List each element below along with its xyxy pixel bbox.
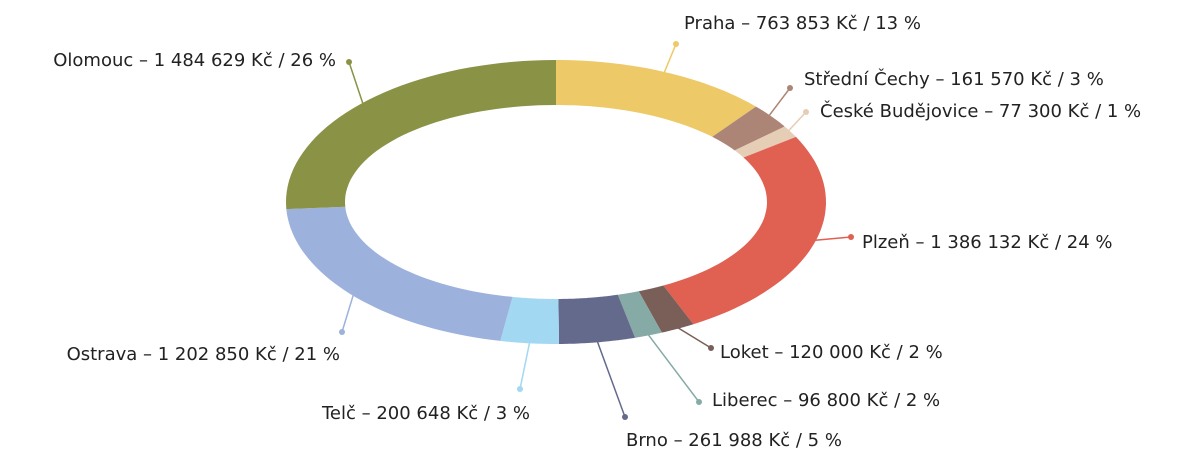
leader-dot: [346, 59, 352, 65]
leader-dot: [517, 386, 523, 392]
donut-slice: [734, 126, 796, 158]
donut-slice: [638, 285, 694, 333]
slice-label: Střední Čechy – 161 570 Kč / 3 %: [804, 68, 1104, 90]
slice-label: Loket – 120 000 Kč / 2 %: [720, 342, 943, 363]
leader-line: [766, 87, 791, 119]
leader-dot: [673, 41, 679, 47]
leader-dot: [708, 345, 714, 351]
leader-dot: [622, 414, 628, 420]
donut-slice: [556, 60, 756, 137]
slice-label: Olomouc – 1 484 629 Kč / 26 %: [53, 50, 336, 71]
donut-slice: [663, 136, 826, 325]
donut-slice: [500, 296, 559, 344]
leader-dot: [803, 109, 809, 115]
leader-line: [348, 61, 365, 107]
leader-line: [662, 43, 677, 75]
leader-line: [786, 111, 807, 134]
leader-line: [519, 340, 531, 390]
donut-slice: [286, 206, 513, 341]
leader-dot: [339, 329, 345, 335]
leader-line: [341, 292, 355, 333]
leader-dot: [848, 234, 854, 240]
donut-slice: [712, 106, 785, 151]
donut-slice: [617, 291, 662, 338]
slice-label: Plzeň – 1 386 132 Kč / 24 %: [862, 232, 1113, 253]
leader-dot: [696, 399, 702, 405]
slice-label: Praha – 763 853 Kč / 13 %: [684, 13, 921, 34]
slice-label: Ostrava – 1 202 850 Kč / 21 %: [67, 344, 340, 365]
slice-label: České Budějovice – 77 300 Kč / 1 %: [820, 100, 1141, 122]
slice-label: Brno – 261 988 Kč / 5 %: [626, 430, 842, 451]
slice-label: Telč – 200 648 Kč / 3 %: [321, 403, 530, 424]
leader-line: [811, 236, 852, 242]
donut-slice: [558, 294, 636, 344]
slice-label: Liberec – 96 800 Kč / 2 %: [712, 390, 940, 411]
donut-slice: [286, 60, 556, 210]
leader-dot: [787, 85, 793, 91]
leader-line: [596, 339, 626, 418]
leader-line: [675, 325, 712, 349]
leader-line: [646, 332, 700, 403]
